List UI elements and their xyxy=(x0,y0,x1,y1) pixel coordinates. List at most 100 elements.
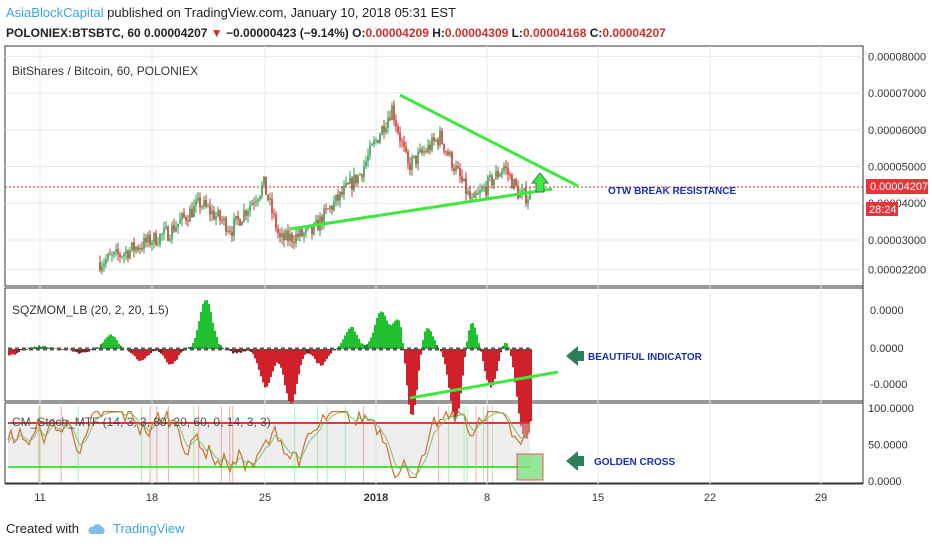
candle xyxy=(341,191,343,195)
candle xyxy=(231,231,233,236)
candle xyxy=(489,175,491,177)
candle xyxy=(357,175,359,184)
candle xyxy=(403,141,405,147)
time-tick-label: 11 xyxy=(34,492,45,504)
momentum-bar xyxy=(134,349,136,357)
time-tick-label: 8 xyxy=(484,492,490,504)
countdown-label: 28:24 xyxy=(869,204,897,216)
candle xyxy=(399,132,401,142)
candle xyxy=(121,256,123,258)
price-tick-label: 0.00002200 xyxy=(868,264,926,276)
momentum-bar xyxy=(522,349,524,435)
candle xyxy=(455,165,457,172)
candle xyxy=(147,234,149,243)
candle xyxy=(293,242,295,244)
momentum-bar xyxy=(168,349,170,365)
candle xyxy=(259,195,261,200)
candle xyxy=(329,206,331,209)
candle xyxy=(209,205,211,215)
momentum-bar xyxy=(282,349,284,375)
momentum-bar xyxy=(330,349,332,354)
candle xyxy=(349,177,351,184)
momentum-bar xyxy=(486,349,488,380)
candle xyxy=(109,253,111,256)
momentum-bar xyxy=(200,311,202,349)
candle xyxy=(351,177,353,191)
momentum-bar xyxy=(286,349,288,394)
momentum-bar xyxy=(138,349,140,361)
candle xyxy=(461,176,463,182)
momentum-bar xyxy=(264,349,266,388)
momentum-bar xyxy=(82,349,84,353)
up-arrow-icon xyxy=(530,172,550,193)
momentum-bar xyxy=(110,334,112,349)
momentum-bar xyxy=(20,349,22,351)
candle xyxy=(137,247,139,250)
momentum-bar xyxy=(222,347,224,349)
momentum-bar xyxy=(112,336,114,349)
price-tag-label: 0.00004207 xyxy=(870,181,928,193)
momentum-tick-label: 0.0000 xyxy=(870,305,904,317)
momentum-bar xyxy=(376,317,378,349)
momentum-bar xyxy=(518,349,520,414)
momentum-bar xyxy=(380,311,382,349)
momentum-bar xyxy=(150,349,152,354)
price-change: −0.00000423 (−9.14%) xyxy=(226,26,349,40)
candle xyxy=(413,155,415,158)
momentum-bar xyxy=(198,321,200,349)
candle xyxy=(221,220,223,222)
candle xyxy=(441,130,443,144)
author-link[interactable]: AsiaBlockCapital xyxy=(6,5,104,20)
momentum-bar xyxy=(458,349,460,409)
momentum-bar xyxy=(358,338,360,349)
momentum-bar xyxy=(362,343,364,349)
momentum-bar xyxy=(448,349,450,388)
tradingview-brand[interactable]: TradingView xyxy=(112,521,185,536)
momentum-bar xyxy=(192,342,194,349)
momentum-bar xyxy=(340,342,342,349)
price-tick-label: 0.00005000 xyxy=(868,162,926,174)
candle xyxy=(101,266,103,271)
momentum-bar xyxy=(8,349,10,356)
candle xyxy=(363,166,365,178)
chart-area[interactable]: BitShares / Bitcoin, 60, POLONIEX OTW BR… xyxy=(0,44,932,514)
candle xyxy=(497,171,499,177)
momentum-bar xyxy=(300,349,302,366)
momentum-bar xyxy=(40,346,42,349)
candle xyxy=(127,250,129,259)
momentum-bar xyxy=(96,347,98,349)
momentum-bar xyxy=(10,349,12,355)
gridlines xyxy=(5,46,863,484)
momentum-bar xyxy=(426,327,428,349)
momentum-bar xyxy=(174,349,176,362)
momentum-bar xyxy=(510,349,512,357)
momentum-bar xyxy=(16,349,18,354)
momentum-bar xyxy=(428,328,430,349)
candle xyxy=(433,137,435,141)
candle xyxy=(469,191,471,199)
published-text: published on TradingView.com, January 10… xyxy=(107,5,456,20)
candle xyxy=(271,198,273,214)
momentum-bar xyxy=(348,328,350,349)
momentum-bar xyxy=(284,349,286,386)
candle xyxy=(527,199,529,204)
momentum-bar xyxy=(210,312,212,349)
open-value: 0.00004209 xyxy=(365,26,429,40)
candle xyxy=(235,215,237,220)
momentum-bar xyxy=(462,349,464,376)
candle xyxy=(141,248,143,250)
candle xyxy=(365,161,367,167)
candle xyxy=(507,168,509,175)
momentum-bar xyxy=(408,349,410,405)
candle xyxy=(173,224,175,232)
momentum-bar xyxy=(148,349,150,356)
candle xyxy=(503,166,505,171)
candle xyxy=(345,183,347,187)
momentum-bar xyxy=(268,349,270,384)
candle xyxy=(237,215,239,219)
candle xyxy=(463,178,465,182)
candle xyxy=(107,253,109,260)
momentum-bar xyxy=(308,349,310,354)
candle xyxy=(479,190,481,194)
momentum-bar xyxy=(108,335,110,349)
